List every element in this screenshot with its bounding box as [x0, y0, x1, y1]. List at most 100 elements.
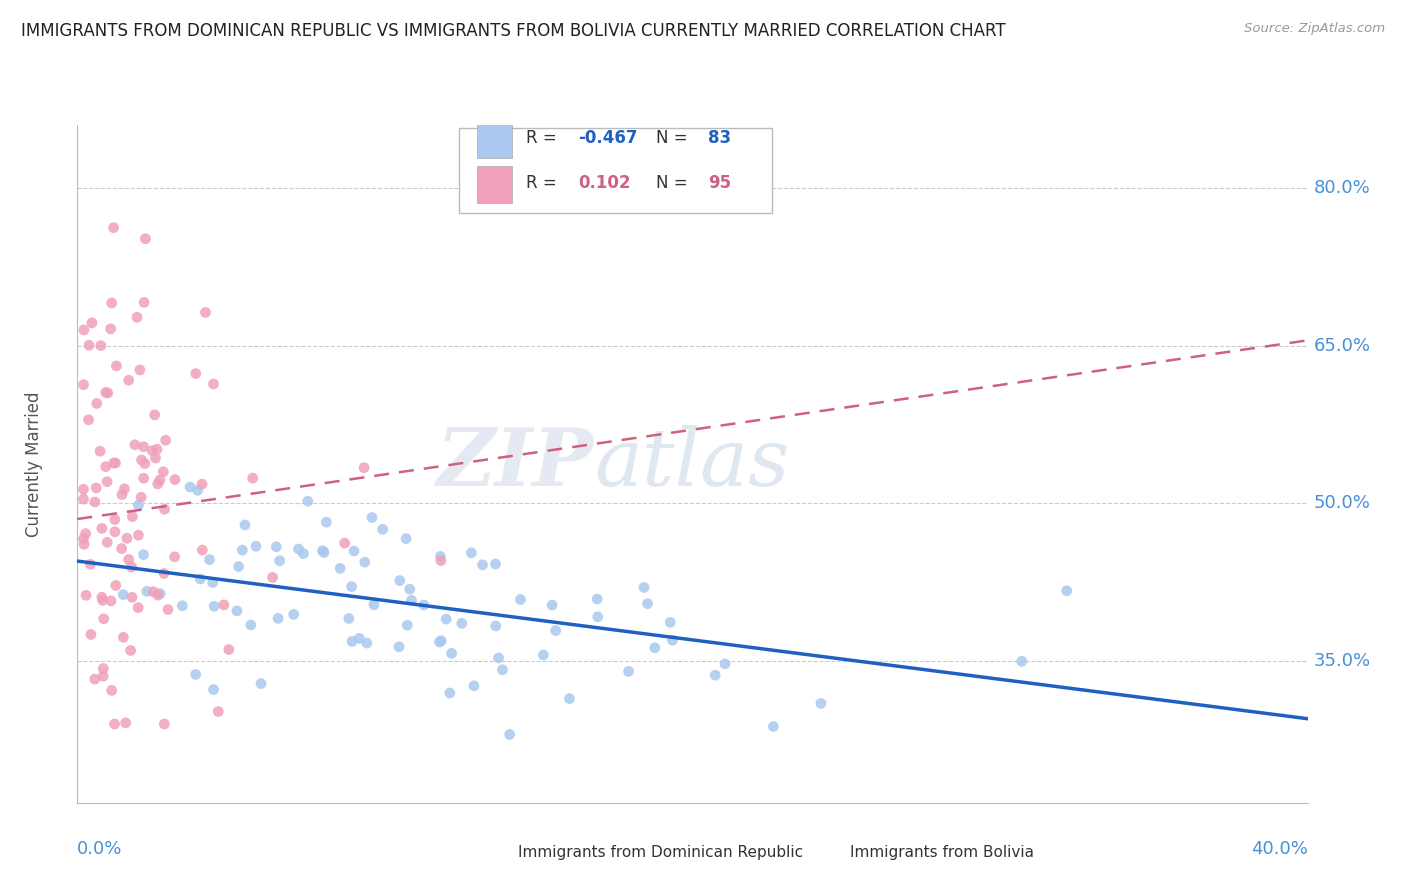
Point	[262, 570, 284, 584]
Point	[100, 683, 122, 698]
Point	[146, 476, 169, 491]
Point	[228, 559, 250, 574]
Point	[90, 338, 112, 352]
Point	[363, 598, 385, 612]
Text: ZIP: ZIP	[437, 425, 595, 502]
Point	[72, 492, 94, 507]
Point	[762, 719, 785, 733]
Point	[633, 581, 655, 595]
Text: 0.102: 0.102	[578, 174, 630, 192]
Point	[371, 522, 394, 536]
Text: 0.0%: 0.0%	[77, 840, 122, 858]
Text: R =: R =	[526, 174, 562, 192]
Text: N =: N =	[655, 129, 692, 147]
Point	[637, 597, 659, 611]
FancyBboxPatch shape	[477, 120, 512, 158]
Point	[396, 618, 419, 632]
Point	[96, 535, 118, 549]
Point	[558, 691, 581, 706]
Point	[184, 367, 207, 381]
Point	[121, 591, 143, 605]
Point	[202, 682, 225, 697]
Text: 83: 83	[709, 129, 731, 147]
Point	[121, 560, 143, 574]
Point	[267, 611, 290, 625]
Point	[412, 598, 434, 612]
Text: atlas: atlas	[595, 425, 789, 502]
Point	[91, 593, 114, 607]
Point	[191, 543, 214, 558]
Point	[104, 578, 127, 592]
Point	[118, 373, 141, 387]
Point	[100, 296, 122, 310]
Point	[149, 586, 172, 600]
Point	[163, 473, 186, 487]
Point	[340, 580, 363, 594]
Point	[440, 646, 463, 660]
Point	[141, 443, 163, 458]
Point	[1011, 654, 1033, 668]
Point	[333, 536, 356, 550]
Point	[463, 679, 485, 693]
Point	[287, 542, 309, 557]
Point	[434, 612, 457, 626]
Point	[187, 483, 209, 498]
Point	[135, 584, 157, 599]
Point	[112, 631, 135, 645]
Point	[430, 553, 453, 567]
Point	[153, 502, 176, 516]
Point	[314, 545, 336, 559]
Point	[163, 549, 186, 564]
Point	[239, 618, 262, 632]
Point	[93, 612, 115, 626]
Point	[142, 584, 165, 599]
Point	[131, 453, 153, 467]
Point	[292, 547, 315, 561]
Point	[146, 588, 169, 602]
Point	[100, 322, 122, 336]
Point	[83, 672, 105, 686]
Point	[283, 607, 305, 622]
Point	[225, 604, 247, 618]
Point	[94, 459, 117, 474]
Point	[659, 615, 682, 630]
Point	[484, 557, 506, 571]
Point	[349, 632, 371, 646]
Point	[114, 482, 136, 496]
Point	[112, 588, 135, 602]
Point	[498, 727, 520, 741]
Point	[388, 640, 411, 654]
Point	[329, 561, 352, 575]
Point	[429, 635, 451, 649]
Text: N =: N =	[655, 174, 692, 192]
Point	[72, 483, 94, 497]
Point	[83, 495, 105, 509]
Point	[134, 457, 156, 471]
Point	[586, 592, 609, 607]
Point	[509, 592, 531, 607]
Point	[207, 705, 229, 719]
Point	[129, 490, 152, 504]
Point	[86, 396, 108, 410]
Point	[132, 548, 155, 562]
Text: -0.467: -0.467	[578, 129, 637, 147]
Point	[115, 531, 138, 545]
Point	[80, 627, 103, 641]
Point	[202, 376, 225, 391]
Point	[132, 295, 155, 310]
Point	[155, 434, 177, 448]
Point	[361, 510, 384, 524]
Point	[75, 588, 97, 602]
Point	[337, 611, 360, 625]
Point	[96, 475, 118, 489]
Point	[114, 715, 136, 730]
Point	[84, 481, 107, 495]
Text: 35.0%: 35.0%	[1313, 652, 1371, 670]
FancyBboxPatch shape	[477, 166, 512, 203]
Point	[103, 456, 125, 470]
FancyBboxPatch shape	[815, 840, 842, 866]
Point	[72, 377, 94, 392]
Point	[617, 665, 640, 679]
Point	[127, 528, 149, 542]
Text: 95: 95	[709, 174, 731, 192]
